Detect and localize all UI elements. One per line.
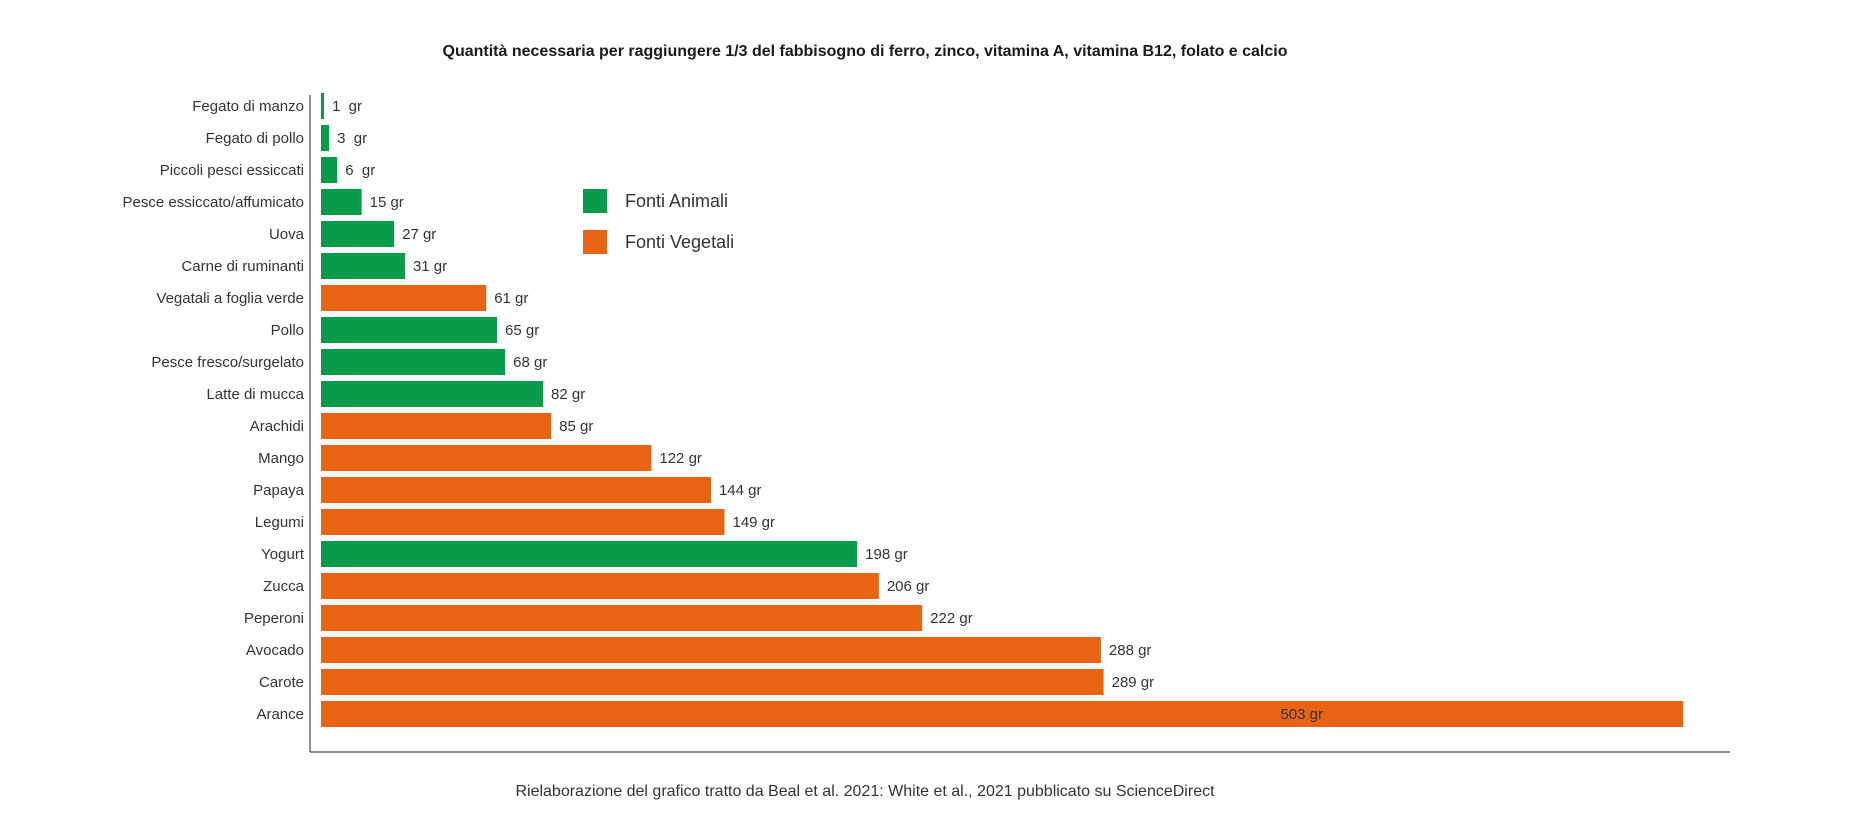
bar xyxy=(321,317,498,343)
bar xyxy=(321,701,1684,727)
bar xyxy=(321,445,652,471)
bar xyxy=(321,221,395,247)
category-label: Avocado xyxy=(246,642,304,659)
category-label: Fegato di manzo xyxy=(192,98,304,115)
value-label: 149 gr xyxy=(732,514,775,531)
bar xyxy=(321,349,506,375)
legend-label: Fonti Vegetali xyxy=(625,232,734,252)
value-label: 288 gr xyxy=(1109,642,1152,659)
category-labels: Fegato di manzo Fegato di pollo Piccoli pe… xyxy=(123,98,305,723)
bar xyxy=(321,125,330,151)
category-label: Fegato di pollo xyxy=(206,130,304,147)
legend-swatch xyxy=(583,230,607,254)
value-label: 31 gr xyxy=(413,258,447,275)
value-label: 144 gr xyxy=(719,482,762,499)
bar xyxy=(321,157,338,183)
value-label: 68 gr xyxy=(513,354,547,371)
category-label: Mango xyxy=(258,450,304,467)
value-label: 15 gr xyxy=(370,194,404,211)
source-note: Rielaborazione del grafico tratto da Bea… xyxy=(515,783,1215,800)
category-label: Uova xyxy=(269,226,305,243)
chart-title: Quantità necessaria per raggiungere 1/3 … xyxy=(443,43,1288,60)
value-label: 61 gr xyxy=(494,290,528,307)
category-label: Papaya xyxy=(253,482,305,499)
bar xyxy=(321,413,552,439)
value-label: 289 gr xyxy=(1112,674,1155,691)
bar xyxy=(321,477,711,503)
bar xyxy=(321,509,725,535)
value-labels: 1 gr 3 gr 6 gr 15 gr 27 gr 31 gr 61 gr 65 gr 68 … xyxy=(332,98,1323,723)
bars xyxy=(321,93,1684,727)
bar xyxy=(321,189,362,215)
category-label: Zucca xyxy=(263,578,305,595)
value-label: 503 gr xyxy=(1280,706,1323,723)
category-label: Pesce essiccato/affumicato xyxy=(123,194,304,211)
bar xyxy=(321,541,858,567)
value-label: 122 gr xyxy=(659,450,702,467)
category-label: Vegatali a foglia verde xyxy=(156,290,304,307)
category-label: Yogurt xyxy=(261,546,305,563)
category-label: Piccoli pesci essiccati xyxy=(160,162,304,179)
bar xyxy=(321,285,487,311)
legend: Fonti Animali Fonti Vegetali xyxy=(583,189,734,254)
value-label: 65 gr xyxy=(505,322,539,339)
value-label: 6 gr xyxy=(345,162,375,179)
value-label: 27 gr xyxy=(402,226,436,243)
bar xyxy=(321,605,923,631)
category-label: Pollo xyxy=(271,322,304,339)
bar xyxy=(321,573,879,599)
legend-label: Fonti Animali xyxy=(625,191,728,211)
category-label: Legumi xyxy=(255,514,304,531)
category-label: Carne di ruminanti xyxy=(181,258,304,275)
category-label: Arance xyxy=(256,706,304,723)
value-label: 206 gr xyxy=(887,578,930,595)
category-label: Arachidi xyxy=(250,418,304,435)
category-label: Pesce fresco/surgelato xyxy=(151,354,304,371)
value-label: 82 gr xyxy=(551,386,585,403)
legend-swatch xyxy=(583,189,607,213)
value-label: 3 gr xyxy=(337,130,367,147)
bar xyxy=(321,669,1104,695)
category-label: Carote xyxy=(259,674,304,691)
value-label: 85 gr xyxy=(559,418,593,435)
bar xyxy=(321,93,324,119)
value-label: 198 gr xyxy=(865,546,908,563)
bar xyxy=(321,253,405,279)
value-label: 1 gr xyxy=(332,98,362,115)
bar xyxy=(321,381,544,407)
category-label: Latte di mucca xyxy=(206,386,304,403)
value-label: 222 gr xyxy=(930,610,973,627)
category-label: Peperoni xyxy=(244,610,304,627)
bar xyxy=(321,637,1101,663)
